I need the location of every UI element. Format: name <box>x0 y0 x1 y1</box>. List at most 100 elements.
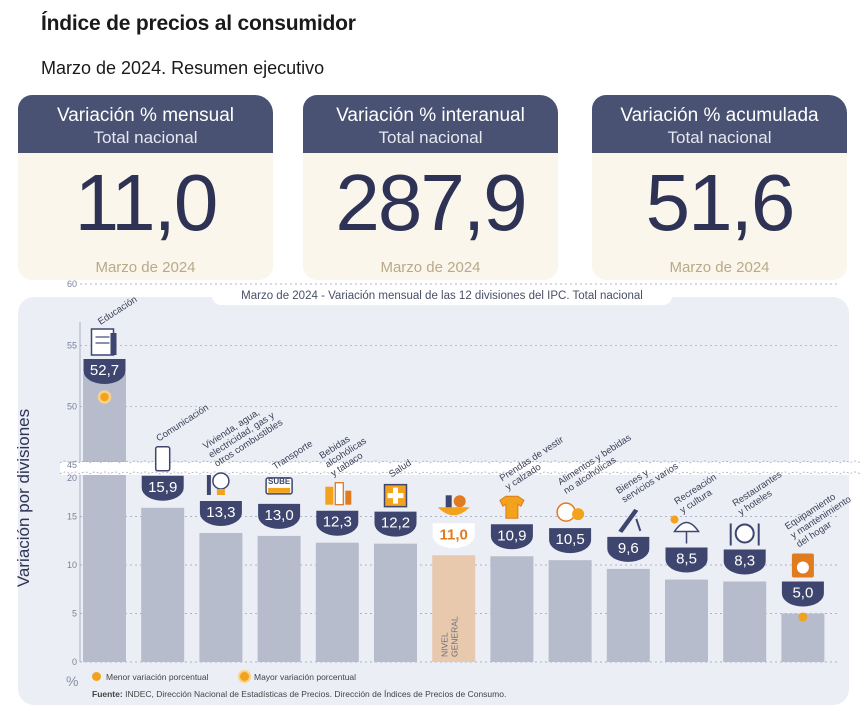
page-subtitle: Marzo de 2024. Resumen ejecutivo <box>41 58 325 78</box>
legend-min: Menor variación porcentual <box>92 672 209 682</box>
value-label: 9,6 <box>618 540 639 557</box>
max-marker <box>97 390 112 404</box>
card-value: 287,9 <box>335 158 527 247</box>
legend-min-dot <box>92 672 101 681</box>
bar <box>490 556 534 662</box>
value-badge-shape <box>141 475 184 501</box>
category-label: NIVEL GENERAL <box>440 616 460 657</box>
bar <box>606 568 650 662</box>
value-label: 12,3 <box>323 514 352 531</box>
value-badge: 9,6 <box>607 536 650 562</box>
card-value: 11,0 <box>74 158 219 247</box>
source-note: Fuente: INDEC, Dirección Nacional de Est… <box>92 689 506 699</box>
card-body: 51,6 Marzo de 2024 <box>592 153 847 280</box>
chart-title-date: Marzo de 2024 <box>241 290 318 302</box>
value-badge-shape <box>665 547 708 573</box>
washing-machine-icon <box>791 553 814 578</box>
bars-group <box>83 373 825 662</box>
axis-break-band <box>60 462 850 475</box>
category-label-line: Comunicación <box>154 402 210 444</box>
bar <box>83 373 126 662</box>
value-badge: 13,3 <box>199 500 242 526</box>
icon-part <box>212 472 230 490</box>
icon-part <box>618 508 639 533</box>
chart-title-text: - Variación mensual de las 12 divisiones… <box>321 290 643 302</box>
value-label: 13,0 <box>264 507 293 524</box>
icon-part <box>453 495 466 508</box>
icon-part <box>673 521 700 533</box>
value-badge: 10,5 <box>549 528 592 554</box>
legend-max: Mayor variación porcentual <box>240 672 356 682</box>
education-icon <box>90 328 117 356</box>
value-badge-shape <box>549 528 592 554</box>
icon-part <box>216 488 225 495</box>
category-label-line: Alimentos y bebidas <box>556 432 634 488</box>
value-label: 13,3 <box>206 504 235 521</box>
value-badge: 8,5 <box>665 547 708 573</box>
value-label: 10,5 <box>555 531 584 548</box>
bar <box>257 535 301 662</box>
y-tick-label: 0 <box>72 657 77 667</box>
page-title: Índice de precios al consumidor <box>41 12 356 35</box>
category-label: Salud <box>387 458 413 480</box>
card-body: 11,0 Marzo de 2024 <box>18 153 273 280</box>
value-badge: 15,9 <box>141 475 184 501</box>
y-tick-label: 20 <box>67 473 77 483</box>
value-label: 12,2 <box>381 515 410 532</box>
icon-part <box>670 515 679 524</box>
value-badge-shape <box>781 581 824 607</box>
y-tick-label: 10 <box>67 560 77 570</box>
legend-max-label: Mayor variación porcentual <box>254 672 357 682</box>
category-label: Educación <box>96 294 139 327</box>
value-label: 5,0 <box>792 585 813 602</box>
card-header: Variación % mensual Total nacional <box>18 95 273 153</box>
card-title: Variación % acumulada <box>620 105 819 126</box>
card-header: Variación % acumulada Total nacional <box>592 95 847 153</box>
card-yearly: Variación % interanual Total nacional 28… <box>303 95 558 280</box>
value-label: 11,0 <box>440 526 468 543</box>
value-badge-shape <box>316 510 359 536</box>
legend-max-dot <box>240 672 249 681</box>
icon-part <box>734 523 755 544</box>
basket-icon <box>437 495 470 516</box>
bar <box>781 613 825 662</box>
card-accumulated: Variación % acumulada Total nacional 51,… <box>592 95 847 280</box>
icon-part <box>387 487 404 504</box>
value-badge: 12,2 <box>374 511 417 537</box>
card-header: Variación % interanual Total nacional <box>303 95 558 153</box>
y-tick-label: 50 <box>67 402 77 412</box>
bar <box>374 543 417 662</box>
category-label: Comunicación <box>154 402 210 444</box>
icon-part <box>445 495 452 508</box>
card-value: 51,6 <box>645 158 796 247</box>
icon-part <box>635 518 642 532</box>
icon-part <box>556 502 576 522</box>
bar-general <box>432 555 476 662</box>
icon-part <box>796 561 809 574</box>
comb-icon <box>618 508 642 533</box>
bar <box>315 542 359 662</box>
value-badge: 5,0 <box>781 581 824 607</box>
y-tick-label: 15 <box>67 512 77 522</box>
category-label: Vivienda, agua,electricidad, gas yotros … <box>201 407 285 469</box>
icon-part <box>206 474 211 495</box>
bar <box>141 507 185 662</box>
value-badge-shape <box>258 503 301 529</box>
bottles-icon <box>325 482 352 506</box>
value-label: 8,3 <box>734 552 755 569</box>
card-body: 287,9 Marzo de 2024 <box>303 153 558 280</box>
value-badge: 52,7 <box>83 359 126 384</box>
bus-icon: SUBE <box>265 477 293 495</box>
food-icon <box>556 502 585 522</box>
lightbulb-icon <box>206 472 230 495</box>
y-tick-label: 5 <box>72 609 77 619</box>
source-text: INDEC, Dirección Nacional de Estadística… <box>125 689 507 699</box>
y-tick-label: 55 <box>67 340 77 350</box>
value-badge: 10,9 <box>490 524 533 550</box>
min-marker <box>798 612 808 622</box>
icon-part <box>334 482 344 506</box>
